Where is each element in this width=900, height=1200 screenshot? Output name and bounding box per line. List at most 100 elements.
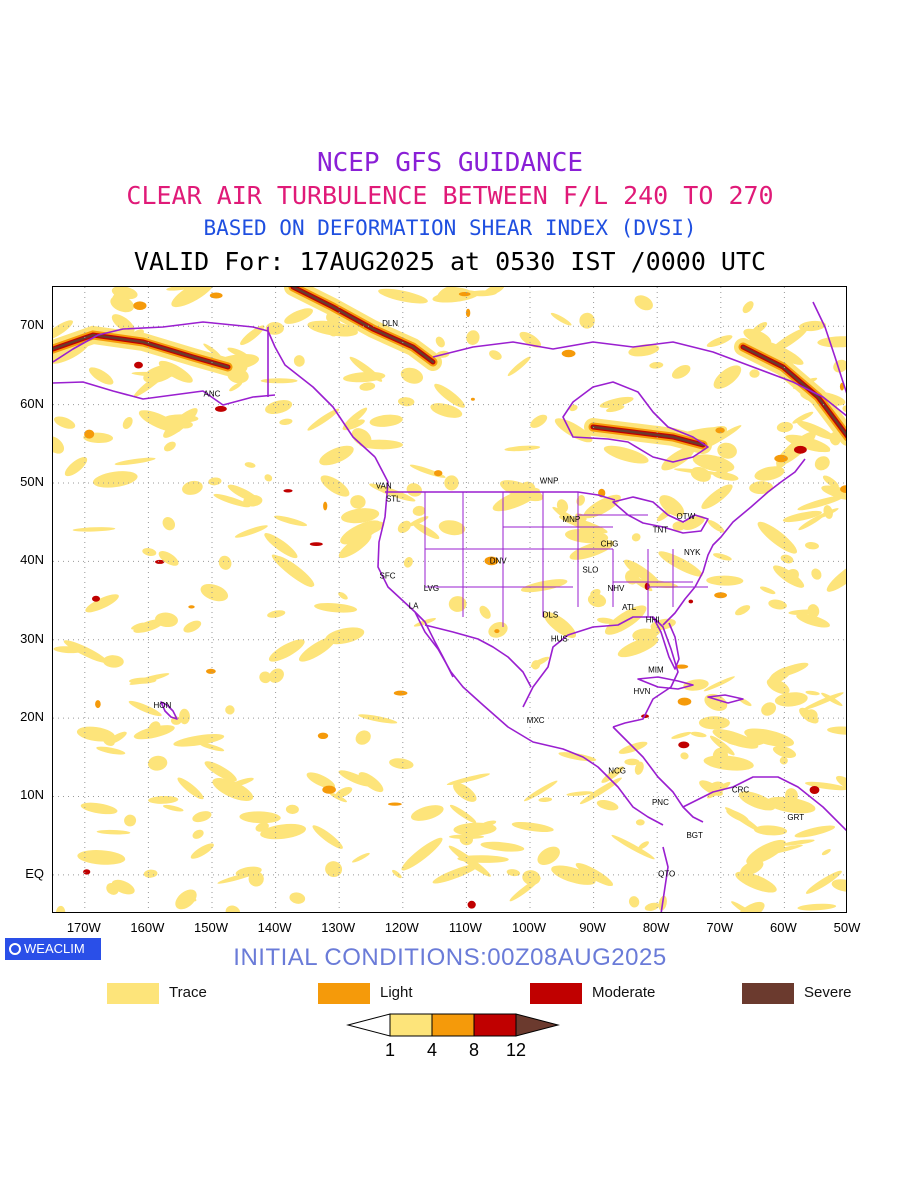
trace-area — [293, 355, 305, 367]
trace-area — [158, 551, 179, 566]
trace-area — [358, 714, 398, 724]
station-label: MNP — [562, 515, 580, 524]
trace-area — [166, 287, 202, 291]
trace-area — [683, 679, 709, 691]
trace-area — [805, 870, 842, 894]
trace-area — [504, 445, 541, 452]
trace-area — [596, 799, 619, 811]
trace-area — [352, 852, 370, 863]
title-method: BASED ON DEFORMATION SHEAR INDEX (DVSI) — [203, 216, 697, 240]
station-label: ANC — [204, 390, 221, 399]
trace-area — [744, 728, 795, 747]
trace-area — [444, 475, 459, 491]
hudson-bay — [562, 381, 709, 463]
light-moderate-cell — [92, 595, 100, 602]
trace-area — [192, 829, 204, 839]
station-label: NHV — [607, 584, 625, 593]
trace-area — [796, 420, 836, 440]
colorbar-segment — [389, 1013, 433, 1037]
trace-area — [479, 605, 491, 619]
station-label: VAN — [376, 481, 392, 490]
baja-california — [414, 611, 454, 678]
map-canvas: DLN ANC VAN STL WNP MNP TNT OTW CHG NYK DNV SFC SLO L… — [53, 287, 846, 912]
trace-area — [698, 716, 730, 730]
station-label: WNP — [540, 477, 559, 486]
trace-area — [543, 612, 577, 638]
trace-area — [805, 542, 819, 550]
station-label: DLS — [543, 611, 559, 620]
trace-area — [314, 602, 358, 613]
trace-area — [749, 481, 773, 495]
trace-area — [279, 418, 293, 426]
trace-area — [768, 666, 792, 684]
trace-area — [453, 782, 477, 802]
trace-area — [780, 554, 794, 564]
trace-area — [707, 519, 725, 533]
light-moderate-cell — [715, 427, 725, 434]
longitude-tick-label: 90W — [579, 920, 606, 935]
trace-area — [635, 819, 645, 826]
trace-area — [392, 869, 402, 879]
trace-area — [208, 477, 222, 486]
trace-area — [690, 731, 707, 738]
trace-area — [713, 553, 732, 561]
station-label: MIM — [648, 666, 664, 675]
legend-swatch — [107, 983, 159, 1004]
station-label: BGT — [686, 831, 703, 840]
trace-area — [821, 485, 846, 501]
trace-area — [378, 288, 428, 304]
colorbar-level-label: 4 — [426, 1040, 437, 1060]
trace-area — [53, 646, 84, 654]
trace-area — [749, 369, 760, 378]
longitude-tick-label: 80W — [642, 920, 670, 935]
trace-area — [821, 849, 831, 856]
trace-area — [268, 639, 305, 662]
colorbar-under-arrow — [346, 1013, 391, 1037]
trace-area — [587, 593, 607, 608]
trace-area — [338, 770, 373, 787]
legend-swatch — [742, 983, 794, 1004]
trace-area — [133, 619, 164, 633]
station-labels: DLN ANC VAN STL WNP MNP TNT OTW CHG NYK DNV SFC SLO L… — [154, 319, 805, 878]
trace-area — [244, 462, 256, 468]
trace-area — [521, 579, 568, 593]
trace-area — [436, 287, 455, 301]
trace-area — [538, 797, 553, 803]
longitude-tick-label: 130W — [321, 920, 356, 935]
station-label: PNC — [652, 798, 669, 807]
trace-area — [634, 761, 644, 775]
light-moderate-cell — [467, 900, 476, 909]
trace-area — [343, 371, 386, 383]
trace-area — [779, 756, 788, 765]
trace-area — [103, 655, 124, 668]
trace-area — [240, 325, 265, 346]
trace-area — [289, 892, 306, 904]
trace-area — [530, 656, 550, 668]
station-label: MXC — [527, 716, 545, 725]
trace-area — [558, 752, 597, 762]
trace-area — [753, 825, 788, 836]
cuba — [637, 676, 694, 690]
colorbar — [346, 1013, 560, 1037]
trace-area — [77, 850, 126, 865]
trace-area — [329, 792, 347, 803]
trace-area — [298, 636, 337, 662]
trace-area — [335, 786, 353, 798]
light-moderate-cell — [155, 559, 165, 564]
legend-label: Light — [380, 984, 413, 1001]
light-moderate-cell — [677, 697, 692, 706]
trace-area — [129, 677, 157, 684]
trace-area — [76, 726, 115, 742]
us-mexico-border — [424, 624, 532, 688]
trace-area — [412, 505, 426, 516]
light-moderate-cell — [484, 556, 499, 566]
trace-area — [312, 825, 343, 849]
trace-area — [128, 700, 162, 717]
light-moderate-cell — [678, 741, 690, 749]
light-moderate-cell — [83, 869, 91, 875]
trace-area — [459, 833, 473, 846]
jet-turbulence-band — [591, 425, 705, 447]
trace-area — [325, 861, 343, 878]
trace-area — [260, 378, 298, 384]
trace-area — [55, 905, 66, 912]
